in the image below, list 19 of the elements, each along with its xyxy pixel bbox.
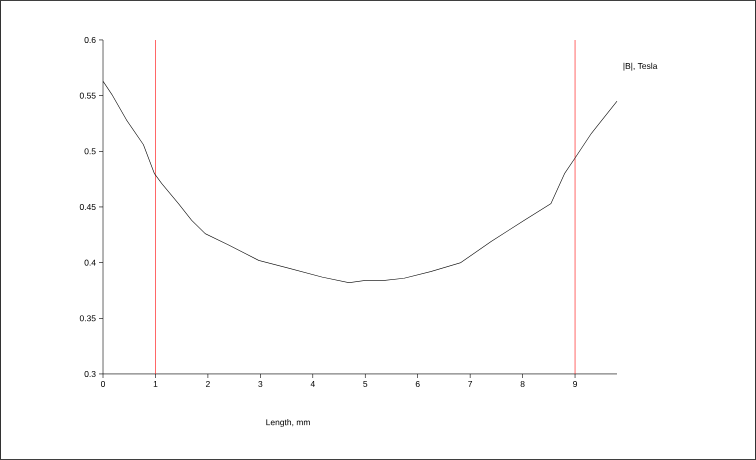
y-tick-label: 0.55 [80, 92, 96, 99]
x-tick-label: 1 [154, 381, 158, 387]
y-axis-title: |B|, Tesla [624, 62, 658, 71]
x-tick-label: 8 [520, 381, 525, 387]
x-tick-label: 3 [258, 381, 262, 387]
y-tick-label: 0.5 [84, 148, 96, 154]
y-tick-label: 0.35 [80, 315, 96, 322]
x-tick-label: 9 [573, 381, 577, 387]
x-tick-label: 4 [310, 381, 315, 387]
x-axis-title: Length, mm [266, 419, 310, 427]
y-tick-label: 0.6 [84, 36, 96, 43]
x-tick-label: 7 [468, 381, 472, 387]
x-tick-label: 6 [416, 381, 420, 387]
y-tick-label: 0.4 [84, 260, 96, 266]
x-tick-label: 5 [363, 381, 368, 387]
y-tick-label: 0.3 [84, 370, 96, 377]
x-tick-label: 2 [206, 381, 210, 387]
y-tick-label: 0.45 [80, 204, 96, 210]
x-tick-label: 0 [100, 381, 106, 387]
